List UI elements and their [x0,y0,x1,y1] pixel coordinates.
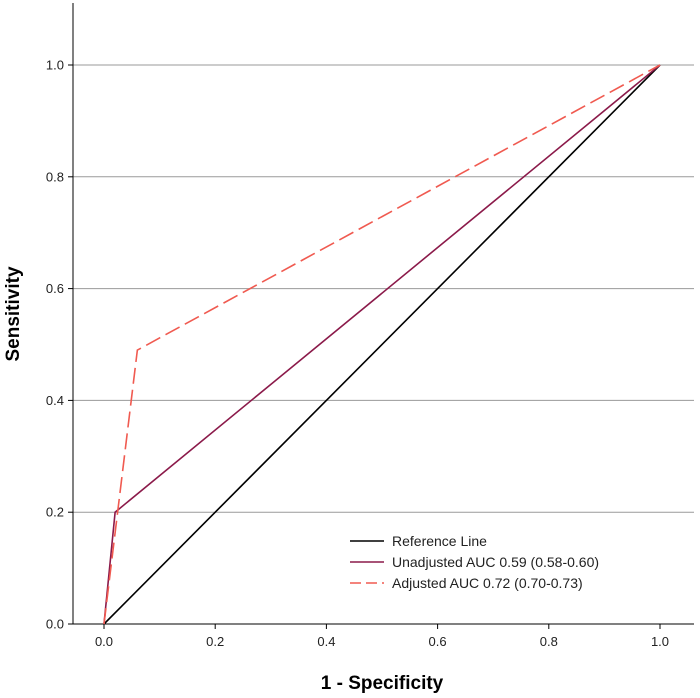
y-tick-label-1: 0.2 [46,505,64,520]
y-tick-label-5: 1.0 [46,58,64,73]
legend: Reference Line Unadjusted AUC 0.59 (0.58-… [350,533,599,591]
x-tick-label-4: 0.8 [540,634,558,649]
legend-label-2: Adjusted AUC 0.72 (0.70-0.73) [392,575,583,591]
x-tick-label-3: 0.6 [429,634,447,649]
series-lines [103,64,661,625]
gridlines [73,64,694,513]
series-line-1 [103,64,661,625]
y-tick-label-3: 0.6 [46,281,64,296]
tick-labels: 0.0 0.2 0.4 0.6 0.8 1.0 0.0 0.2 0.4 0.6 0.8 1.0 [46,58,669,650]
y-tick-label-4: 0.8 [46,169,64,184]
x-tick-label-1: 0.2 [206,634,224,649]
y-tick-label-0: 0.0 [46,617,64,632]
x-tick-label-0: 0.0 [95,634,113,649]
x-tick-label-5: 1.0 [651,634,669,649]
series-line-0 [103,64,661,625]
legend-label-0: Reference Line [392,533,487,549]
series-line-2 [103,64,661,625]
y-tick-label-2: 0.4 [46,393,64,408]
x-axis-title: 1 - Specificity [321,673,444,694]
x-tick-label-2: 0.4 [317,634,335,649]
legend-label-1: Unadjusted AUC 0.59 (0.58-0.60) [392,554,599,570]
y-axis-title: Sensitivity [3,266,24,361]
axes [68,3,694,629]
